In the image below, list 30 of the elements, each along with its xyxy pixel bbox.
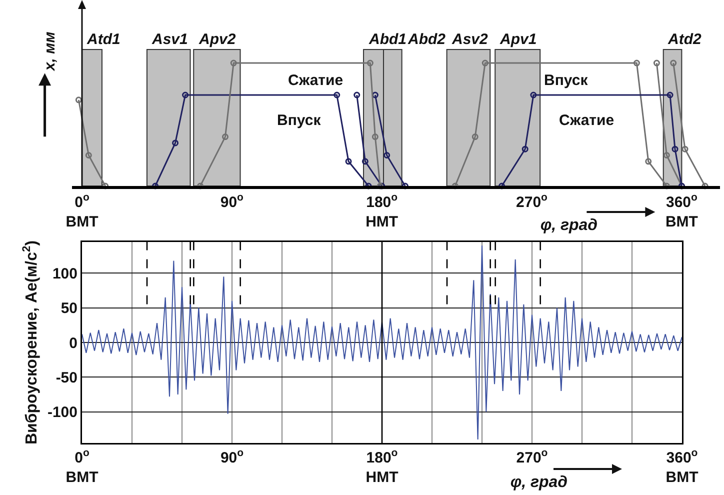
x-tick-label: 270$^{o}$ bbox=[516, 192, 548, 211]
x-tick-label: 270$^{o}$ bbox=[516, 447, 548, 466]
y-tick-label: 100 bbox=[52, 265, 78, 282]
x-tick-label: 90$^{o}$ bbox=[220, 192, 244, 211]
band-label: Abd2 bbox=[407, 31, 446, 48]
x-tick-label: 360$^{o}$ ВМТ bbox=[665, 192, 698, 230]
annotation: Сжатие bbox=[559, 112, 614, 129]
band-label: Apv2 bbox=[198, 31, 236, 48]
x-tick-label: 90$^{o}$ bbox=[220, 447, 244, 466]
x-axis-title: φ, град bbox=[540, 217, 598, 234]
x-tick-label: 0$^{o}$ ВМТ bbox=[66, 192, 98, 230]
y-tick-label: 50 bbox=[60, 300, 78, 318]
x-tick-label: 0$^{o}$ ВМТ bbox=[66, 447, 98, 486]
y-tick-label: -50 bbox=[56, 369, 78, 386]
band-label: Atd1 bbox=[86, 31, 120, 48]
annotation: Впуск bbox=[544, 72, 588, 89]
band-label: Asv2 bbox=[451, 31, 489, 48]
band-label: Asv1 bbox=[151, 31, 188, 48]
x-tick-label: 180$^{o}$ НМТ bbox=[366, 447, 398, 486]
band-label: Apv1 bbox=[499, 31, 537, 48]
band-label: Atd2 bbox=[667, 31, 702, 48]
annotation: Впуск bbox=[277, 112, 322, 129]
annotation: Сжатие bbox=[288, 72, 344, 89]
band-label: Abd1 bbox=[368, 31, 406, 48]
y-axis-title: x, мм bbox=[42, 32, 59, 72]
y-tick-label: -100 bbox=[47, 404, 78, 422]
x-tick-label: 180$^{o}$ НМТ bbox=[366, 192, 398, 230]
x-axis-title: φ, град bbox=[510, 474, 568, 491]
x-tick-label: 360$^{o}$ ВМТ bbox=[666, 447, 698, 486]
y-tick-label: 0 bbox=[69, 334, 78, 352]
